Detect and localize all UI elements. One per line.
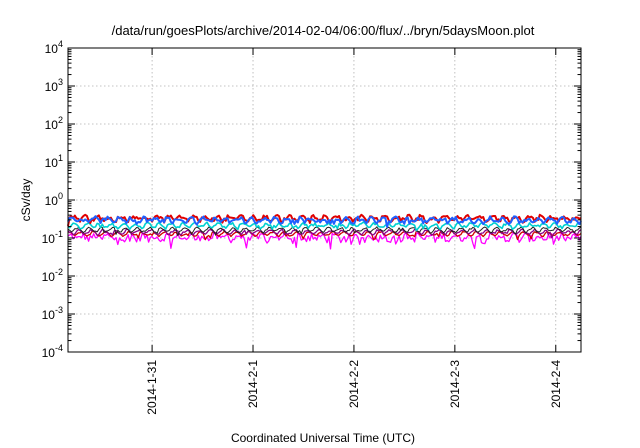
series-line bbox=[67, 221, 582, 232]
y-tick-label: 102 bbox=[45, 115, 63, 132]
y-tick-label: 100 bbox=[45, 191, 63, 208]
x-tick-label: 2014-2-3 bbox=[448, 360, 462, 408]
ticks bbox=[68, 47, 581, 353]
y-tick-label: 10-4 bbox=[42, 343, 63, 360]
series-line bbox=[67, 215, 582, 228]
y-tick-label: 101 bbox=[45, 153, 63, 170]
y-tick-labels: 10-4 10-3 10-2 10-1 100 101 102 103 104 bbox=[42, 39, 63, 360]
y-tick-label: 10-2 bbox=[42, 267, 63, 284]
x-tick-labels: 2014-1-31 2014-2-1 2014-2-2 2014-2-3 2014-2-… bbox=[145, 360, 563, 415]
y-tick-label: 10-3 bbox=[42, 305, 63, 322]
chart-title: /data/run/goesPlots/archive/2014-02-04/0… bbox=[112, 23, 535, 38]
y-axis-label: cSv/day bbox=[19, 179, 33, 222]
x-tick-label: 2014-2-4 bbox=[549, 360, 563, 408]
y-tick-label: 103 bbox=[45, 77, 63, 94]
grid bbox=[68, 48, 581, 352]
series-line bbox=[67, 226, 582, 237]
y-tick-label: 104 bbox=[45, 39, 63, 56]
x-tick-label: 2014-2-2 bbox=[347, 360, 361, 408]
x-axis-label: Coordinated Universal Time (UTC) bbox=[231, 431, 415, 445]
x-tick-label: 2014-1-31 bbox=[145, 360, 159, 415]
series-line bbox=[67, 230, 582, 241]
y-tick-label: 10-1 bbox=[42, 229, 63, 246]
series-layer bbox=[67, 213, 582, 250]
x-tick-label: 2014-2-1 bbox=[246, 360, 260, 408]
series-line bbox=[67, 231, 582, 250]
